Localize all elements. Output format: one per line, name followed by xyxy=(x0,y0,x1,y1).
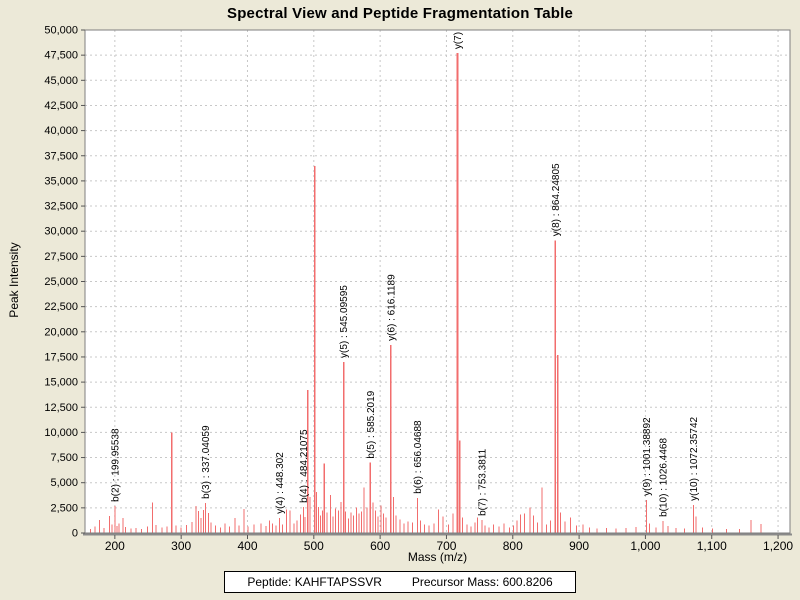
y-tick-label: 47,500 xyxy=(44,50,78,62)
fragment-label: b(7) : 753.3811 xyxy=(477,448,488,516)
x-tick-label: 200 xyxy=(105,539,125,553)
precursor-mass-label: Precursor Mass: xyxy=(411,575,500,589)
plot-area xyxy=(85,30,790,533)
y-tick-label: 42,500 xyxy=(44,100,78,112)
y-tick-label: 40,000 xyxy=(44,125,78,137)
chart-title: Spectral View and Peptide Fragmentation … xyxy=(226,5,574,22)
fragment-label: b(2) : 199.95538 xyxy=(110,428,121,502)
x-tick-label: 700 xyxy=(436,539,456,553)
fragment-label: y(9) : 1001.38892 xyxy=(642,417,653,496)
x-tick-label: 500 xyxy=(304,539,324,553)
fragment-label: b(10) : 1026.4468 xyxy=(658,438,669,517)
peptide-info-box: Peptide: KAHFTAPSSVR Precursor Mass: 600… xyxy=(224,571,576,593)
y-tick-label: 45,000 xyxy=(44,75,78,87)
x-tick-label: 1,200 xyxy=(763,539,793,553)
fragment-label: b(3) : 337.04059 xyxy=(201,425,212,499)
peptide-value: KAHFTAPSSVR xyxy=(294,575,382,589)
y-tick-label: 27,500 xyxy=(44,251,78,263)
y-tick-label: 20,000 xyxy=(44,326,78,338)
x-tick-label: 1,000 xyxy=(630,539,660,553)
x-axis-title: Mass (m/z) xyxy=(407,550,468,564)
y-axis-ticks: 0 2,500 5,000 7,500 10,000 12,500 15,000 17,500… xyxy=(44,25,85,540)
x-tick-label: 800 xyxy=(503,539,523,553)
x-tick-label: 1,100 xyxy=(697,539,727,553)
fragment-label: y(7) : xyxy=(453,26,464,49)
precursor-mass-value: 600.8206 xyxy=(502,575,553,589)
y-tick-label: 22,500 xyxy=(44,301,78,313)
fragment-label: y(5) : 545.09595 xyxy=(339,285,350,358)
y-tick-label: 30,000 xyxy=(44,226,78,238)
y-tick-label: 35,000 xyxy=(44,175,78,187)
y-tick-label: 37,500 xyxy=(44,150,78,162)
precursor-info: Precursor Mass: 600.8206 xyxy=(412,575,553,589)
y-tick-label: 15,000 xyxy=(44,377,78,389)
y-tick-label: 7,500 xyxy=(50,452,78,464)
fragment-labels: b(2) : 199.95538 b(3) : 337.04059 y(4) : 4… xyxy=(110,26,700,517)
fragment-label: b(5) : 585.2019 xyxy=(366,390,377,458)
y-tick-label: 17,500 xyxy=(44,351,78,363)
y-tick-label: 50,000 xyxy=(44,25,78,37)
peptide-info: Peptide: KAHFTAPSSVR xyxy=(247,575,382,589)
fragment-label: y(6) : 616.1189 xyxy=(386,274,397,341)
y-tick-label: 12,500 xyxy=(44,402,78,414)
y-tick-label: 2,500 xyxy=(50,502,78,514)
x-tick-label: 600 xyxy=(370,539,390,553)
x-tick-label: 400 xyxy=(237,539,257,553)
peak-lines xyxy=(89,53,762,533)
fragment-label: y(8) : 864.24805 xyxy=(551,163,562,236)
y-tick-label: 32,500 xyxy=(44,201,78,213)
y-tick-label: 0 xyxy=(72,528,78,540)
x-axis-ticks: 200 300 400 500 600 700 800 900 1,000 1,100 1,200 xyxy=(105,535,793,553)
y-tick-label: 5,000 xyxy=(50,477,78,489)
peptide-label: Peptide: xyxy=(247,575,292,589)
spectral-chart: 0 2,500 5,000 7,500 10,000 12,500 15,000 17,500… xyxy=(44,25,793,554)
fragment-label: b(6) : 656.04688 xyxy=(413,420,424,494)
y-tick-label: 10,000 xyxy=(44,427,78,439)
y-tick-label: 25,000 xyxy=(44,276,78,288)
fragment-label: b(4) : 484.21075 xyxy=(299,429,310,503)
fragment-label: y(10) : 1072.35742 xyxy=(689,416,700,500)
x-tick-label: 900 xyxy=(569,539,589,553)
x-tick-label: 300 xyxy=(171,539,191,553)
fragment-label: y(4) : 448.302 xyxy=(275,452,286,514)
gridlines xyxy=(85,29,790,533)
